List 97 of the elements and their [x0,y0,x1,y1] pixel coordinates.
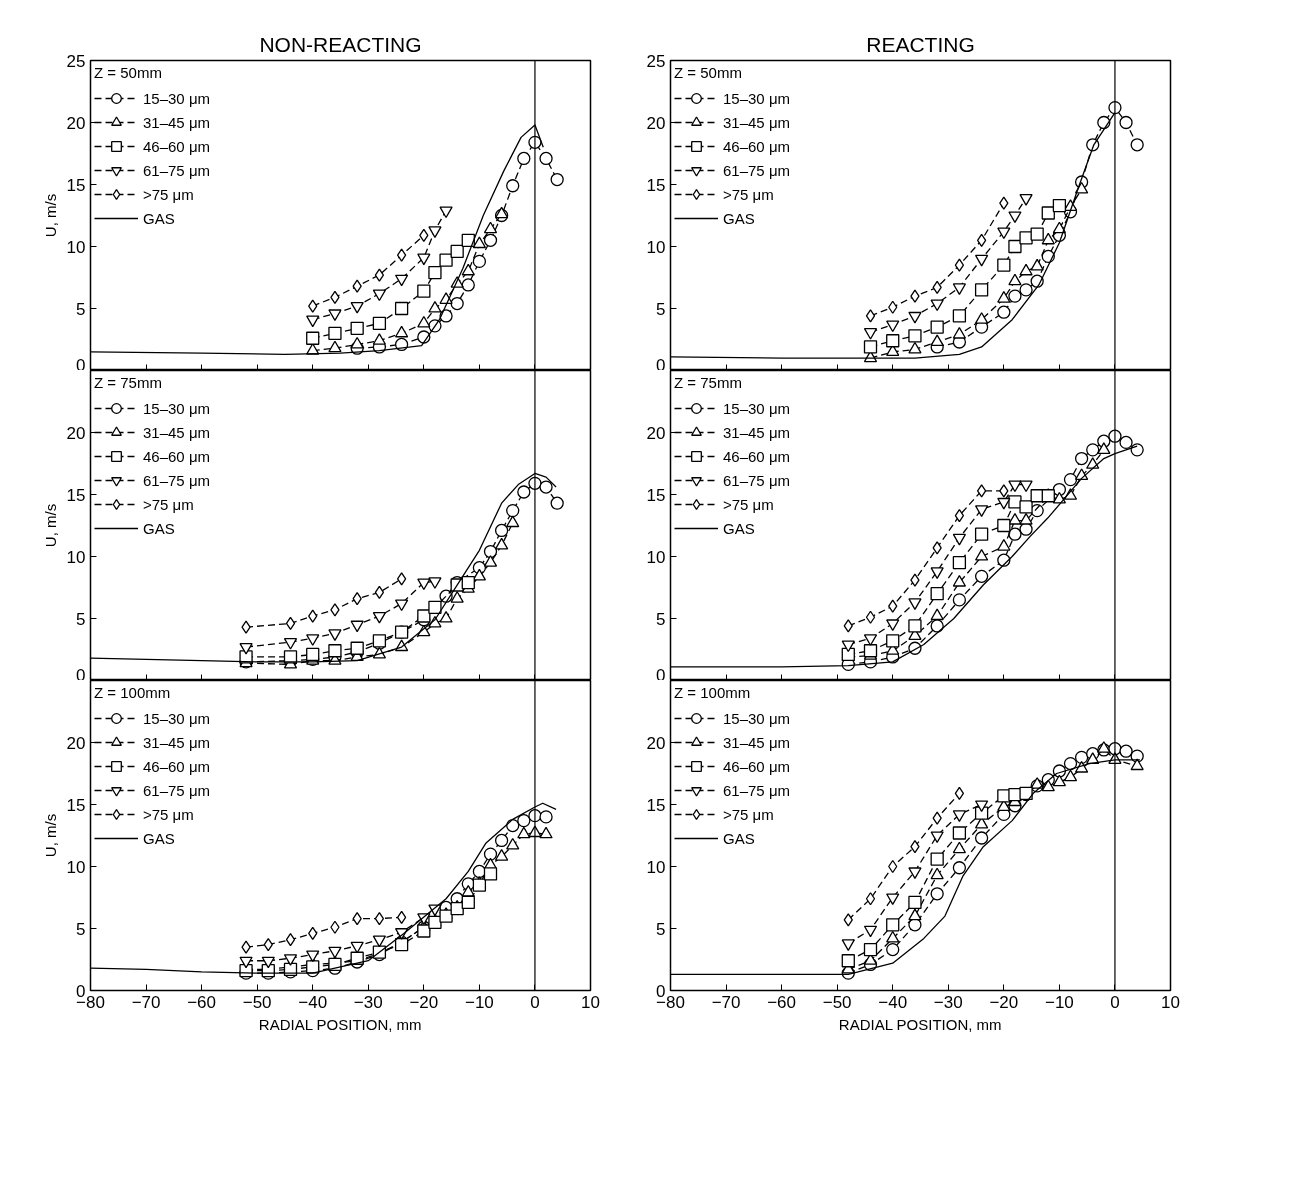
y-tick-label: 5 [76,919,86,939]
y-tick-label: 10 [646,857,666,877]
x-tick-label: −50 [822,992,852,1012]
legend-label: 46–60 μm [143,756,211,777]
x-tick-label: −30 [933,992,963,1012]
legend-label: >75 μm [143,804,194,825]
y-tick-label: 15 [646,795,666,815]
legend-title: Z = 100mm [94,684,172,701]
y-tick-label: 20 [646,113,666,133]
y-tick-label: 25 [66,51,86,71]
y-tick-label: 20 [646,733,666,753]
legend-label: 15–30 μm [723,708,791,729]
x-axis-title: RADIAL POSITION, mm [838,1015,1002,1033]
legend-label: 15–30 μm [143,88,211,109]
x-tick-label: −10 [464,992,494,1012]
legend-label: 61–75 μm [143,470,211,491]
y-tick-label: 15 [66,795,86,815]
y-tick-label: 20 [646,423,666,443]
x-tick-label: 10 [581,992,600,1012]
x-tick-label: −40 [298,992,328,1012]
legend-label: 31–45 μm [723,732,791,753]
y-tick-label: 0 [656,665,666,685]
y-tick-label: 15 [66,485,86,505]
legend-label: 46–60 μm [723,756,791,777]
x-tick-label: 0 [1110,992,1120,1012]
y-tick-label: 20 [66,113,86,133]
y-tick-label: 20 [66,423,86,443]
legend-title: Z = 50mm [94,64,163,81]
x-tick-label: −60 [187,992,217,1012]
y-tick-label: 5 [656,609,666,629]
x-axis-title: RADIAL POSITION, mm [258,1015,422,1033]
y-tick-label: 0 [76,665,86,685]
legend-label: GAS [143,828,175,849]
legend-label: 46–60 μm [143,446,211,467]
legend-title: Z = 50mm [674,64,743,81]
x-tick-label: −60 [767,992,797,1012]
x-tick-label: −20 [989,992,1019,1012]
legend-label: GAS [723,518,755,539]
y-tick-label: 15 [646,485,666,505]
y-tick-label: 10 [66,857,86,877]
legend-title: Z = 75mm [94,374,163,391]
x-tick-label: −10 [1044,992,1074,1012]
y-tick-label: 5 [656,299,666,319]
x-tick-label: −20 [409,992,439,1012]
legend-label: 31–45 μm [143,732,211,753]
x-tick-label: −70 [711,992,741,1012]
x-tick-label: −70 [131,992,161,1012]
y-tick-label: 0 [656,355,666,375]
x-tick-label: −50 [242,992,272,1012]
legend-title: Z = 75mm [674,374,743,391]
x-tick-label: 0 [530,992,540,1012]
x-tick-label: −40 [878,992,908,1012]
chart-title: REACTING [866,32,975,56]
y-tick-label: 20 [66,733,86,753]
y-axis-title: U, m/s [41,813,59,858]
legend-label: 15–30 μm [143,398,211,419]
legend-label: 31–45 μm [723,112,791,133]
y-tick-label: 5 [76,299,86,319]
legend-label: 61–75 μm [143,160,211,181]
legend-label: 61–75 μm [143,780,211,801]
y-tick-label: 10 [646,237,666,257]
legend-label: 31–45 μm [143,422,211,443]
legend-label: 15–30 μm [723,88,791,109]
y-tick-label: 15 [646,175,666,195]
y-axis-title: U, m/s [41,503,59,548]
y-tick-label: 10 [646,547,666,567]
x-tick-label: −30 [353,992,383,1012]
legend-label: 31–45 μm [723,422,791,443]
legend-label: 46–60 μm [723,136,791,157]
y-tick-label: 5 [656,919,666,939]
y-tick-label: 25 [646,51,666,71]
legend-label: >75 μm [723,184,774,205]
y-tick-label: 5 [76,609,86,629]
legend-label: GAS [143,518,175,539]
legend-label: 61–75 μm [723,780,791,801]
legend-label: >75 μm [143,494,194,515]
legend-label: GAS [723,828,755,849]
legend-label: >75 μm [723,494,774,515]
y-axis-title: U, m/s [41,193,59,238]
y-tick-label: 0 [76,355,86,375]
chart-title: NON-REACTING [259,32,422,56]
y-tick-label: 10 [66,547,86,567]
legend-label: 31–45 μm [143,112,211,133]
legend-label: >75 μm [723,804,774,825]
legend-label: 61–75 μm [723,160,791,181]
legend-label: >75 μm [143,184,194,205]
legend-label: 61–75 μm [723,470,791,491]
legend-label: 15–30 μm [143,708,211,729]
y-tick-label: 15 [66,175,86,195]
legend-label: GAS [143,208,175,229]
legend-label: 46–60 μm [723,446,791,467]
legend-label: 15–30 μm [723,398,791,419]
x-tick-label: 10 [1161,992,1180,1012]
y-tick-label: 10 [66,237,86,257]
legend-label: 46–60 μm [143,136,211,157]
legend-label: GAS [723,208,755,229]
legend-title: Z = 100mm [674,684,752,701]
